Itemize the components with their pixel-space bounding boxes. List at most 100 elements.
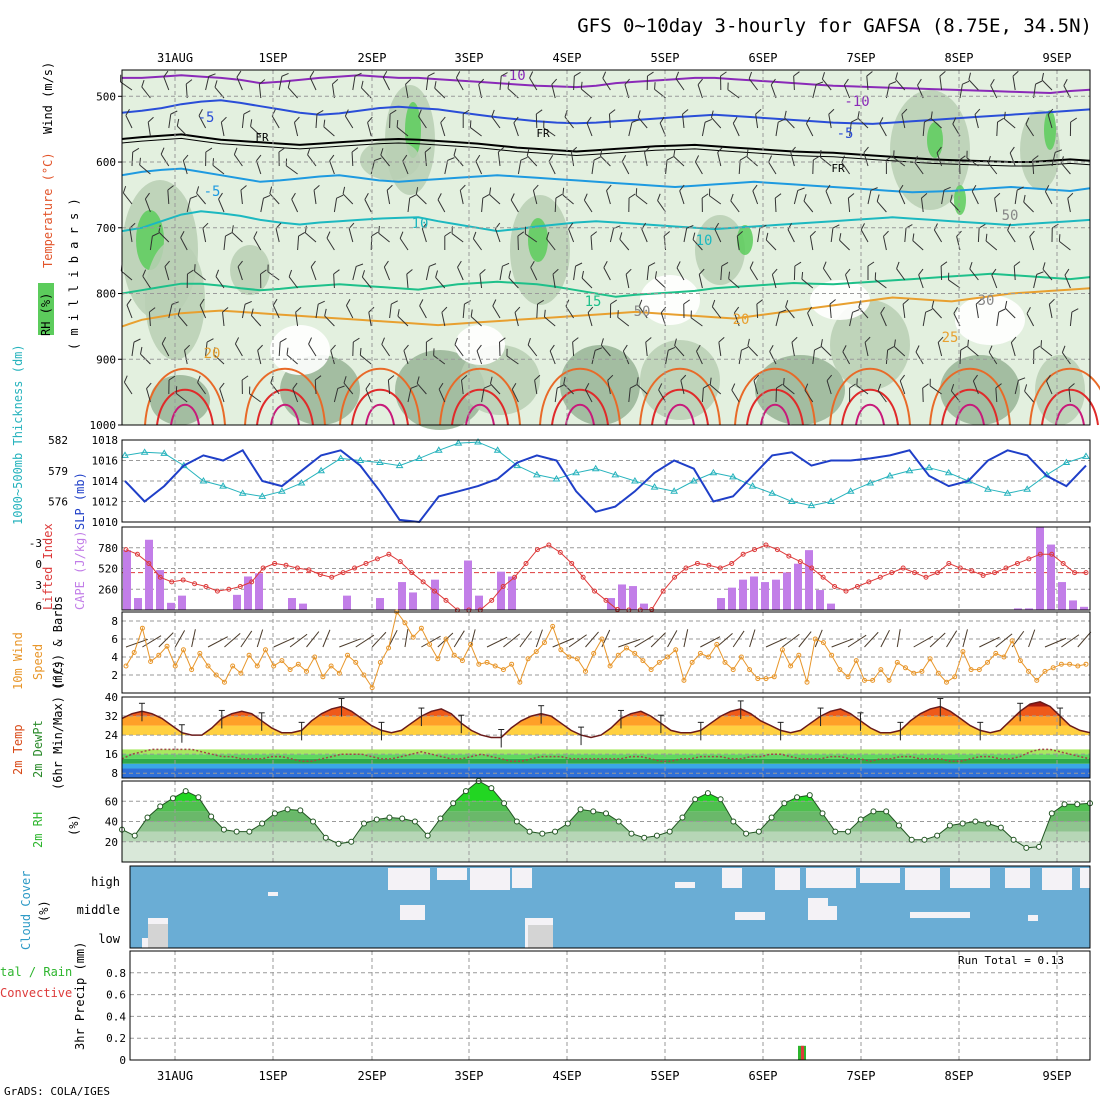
wind-barb <box>158 224 170 243</box>
wind-barb-flag <box>962 80 970 85</box>
wind-barb <box>1009 146 1016 167</box>
wind-barb-staff <box>580 88 593 99</box>
wind-barb-flag <box>682 109 689 115</box>
wind-barb <box>587 306 594 327</box>
lifted-index-point <box>592 588 598 594</box>
wind-barb-staff <box>149 236 153 251</box>
wind-barb-flag <box>489 376 493 384</box>
wind-barb <box>732 116 740 137</box>
wind-barb <box>585 631 599 648</box>
isotherm-line <box>121 272 1091 298</box>
wind-barb-staff <box>462 304 465 319</box>
wind-barb-flag <box>748 71 753 79</box>
thickness-point <box>650 483 659 490</box>
wind-barb-flag <box>972 374 978 382</box>
wind-barb-flag <box>168 375 176 381</box>
isotherm-25-loop <box>734 367 816 426</box>
date-label-bottom: 8SEP <box>945 1069 974 1083</box>
wind-barb-staff <box>168 114 172 129</box>
cape-bar <box>156 570 164 610</box>
wind-speed-point <box>574 656 580 662</box>
wind-barb-staff <box>657 200 667 213</box>
wind-barb <box>749 261 759 281</box>
wind-barb-staff <box>292 388 299 403</box>
date-label-top: 8SEP <box>945 51 974 65</box>
wind-barb-staff <box>793 75 795 91</box>
wind-barb-flag <box>199 298 205 306</box>
wind-barb-flag <box>219 382 225 389</box>
wind-barb-staff <box>894 346 906 357</box>
wind-barb-flag <box>858 300 862 308</box>
rh-point <box>501 800 508 807</box>
wind-barb-staff <box>513 122 519 137</box>
wind-barb-flag <box>185 79 193 85</box>
wind-barb <box>240 185 247 205</box>
wind-barb-staff <box>755 114 759 129</box>
wind-barb <box>222 307 229 327</box>
bottom-date-labels: 31AUG 1SEP 2SEP 3SEP 4SEP 5SEP 6SEP 7SEP 8SEP 9SE… <box>157 1069 1072 1083</box>
wind-barb-staff <box>1029 236 1035 251</box>
wind-barb-flag <box>551 78 558 85</box>
wind-barb <box>1047 108 1054 129</box>
wind-barb-flag <box>479 269 486 275</box>
wind-barb-staff <box>139 164 151 175</box>
wind-barb <box>438 382 446 403</box>
isotherm-35-loop <box>565 404 595 426</box>
wind-barb-staff <box>690 317 703 327</box>
isotherm-line <box>121 133 1091 163</box>
wind-barb-staff <box>255 160 262 175</box>
wind-barb-staff <box>435 277 446 289</box>
rh-point <box>679 814 686 821</box>
wind-barb <box>440 116 446 137</box>
wind-barb <box>931 300 942 319</box>
wind-barb <box>510 193 519 213</box>
lifted-index-point <box>169 579 175 585</box>
wind-barb-staff <box>215 276 225 289</box>
wind-barb <box>191 629 196 648</box>
wind-barb <box>1033 80 1043 99</box>
wind-barb-staff <box>863 152 869 167</box>
wind-barb-staff <box>125 115 133 129</box>
contour-label: FR <box>831 162 845 175</box>
cape-bar <box>508 576 516 610</box>
contour-label: -5 <box>837 126 854 142</box>
wind-barb-flag <box>666 156 674 161</box>
cloud-axis-label: Cloud Cover <box>19 871 33 950</box>
wind-barb-flag <box>220 116 227 123</box>
wind-barb-flag <box>175 386 178 394</box>
wind-barb <box>1048 298 1055 319</box>
wind-barb-flag <box>610 299 617 305</box>
wind-barb-staff <box>858 307 869 319</box>
wind-barb-staff <box>590 235 593 251</box>
wind-barb <box>224 633 241 648</box>
wind-barb-staff <box>293 122 299 137</box>
rh-point <box>1074 801 1081 808</box>
wind-barb <box>324 308 335 327</box>
wind-barb-staff <box>876 201 887 213</box>
wind-barb-staff <box>641 228 648 243</box>
wind-barb <box>720 262 729 281</box>
wind-barb <box>535 629 543 648</box>
wind-barb <box>236 70 243 91</box>
wind-barb-flag <box>772 268 778 275</box>
wind-barb-flag <box>543 309 546 318</box>
cape-bar <box>1036 527 1044 610</box>
wind-barb-flag <box>388 375 395 381</box>
wind-barb <box>783 377 795 395</box>
wind-barb <box>977 223 986 243</box>
wind-speed-point <box>870 677 876 683</box>
wind-speed-point <box>845 674 851 680</box>
isotherm-30-loop <box>156 388 214 426</box>
isotherm-35-loop <box>465 404 495 426</box>
wind-barb-flag <box>367 116 373 123</box>
wind-barb-flag <box>267 264 269 272</box>
wind-barb-staff <box>418 116 427 129</box>
dew2m-axis-label: 2m DewPt <box>31 720 45 778</box>
wind-barb-staff <box>514 312 519 327</box>
wind-barb-flag <box>231 225 234 233</box>
isotherm-25-loop <box>244 367 326 426</box>
rh-point <box>220 826 227 833</box>
wind-speed-point <box>361 672 367 678</box>
lifted-index-point <box>854 584 860 589</box>
thickness-point <box>513 461 522 469</box>
